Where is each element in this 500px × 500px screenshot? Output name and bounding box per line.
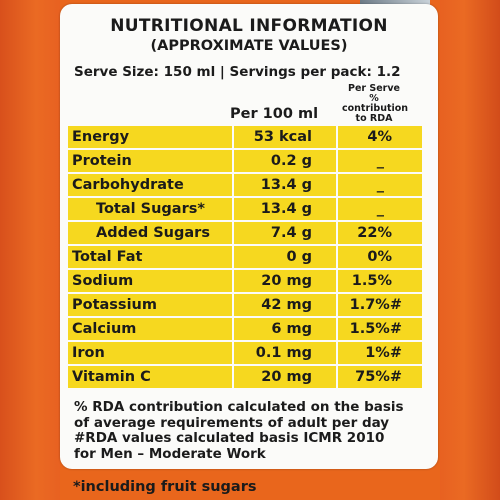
serve-size-line: Serve Size: 150 ml | Servings per pack: … xyxy=(74,64,401,80)
rda-footnote: % RDA contribution calculated on the bas… xyxy=(74,399,434,462)
cell-bg xyxy=(338,293,422,317)
cell-bg xyxy=(68,341,232,365)
row-potassium: Potassium 42 mg 1.7%# xyxy=(68,293,422,317)
panel-title: NUTRITIONAL INFORMATION xyxy=(110,16,388,36)
rda-value: _ xyxy=(376,152,384,169)
cell-bg xyxy=(68,149,232,173)
rda-value: 1.7%# xyxy=(349,296,402,313)
cell-bg xyxy=(234,317,336,341)
nutrient-name: Total Sugars* xyxy=(96,200,205,217)
nutrient-name: Energy xyxy=(72,129,130,145)
cell-bg xyxy=(68,365,232,389)
cell-bg xyxy=(234,197,336,221)
cell-bg xyxy=(68,197,232,221)
per100-value: 13.4 g xyxy=(260,200,312,217)
cell-bg xyxy=(234,341,336,365)
rda-value: 75%# xyxy=(355,368,402,385)
cell-bg xyxy=(68,245,232,269)
row-carbohydrate: Carbohydrate 13.4 g _ xyxy=(68,173,422,197)
cell-bg xyxy=(68,317,232,341)
per100-value: 13.4 g xyxy=(260,176,312,193)
cell-bg xyxy=(234,173,336,197)
nutrient-name: Added Sugars xyxy=(96,224,210,241)
row-calcium: Calcium 6 mg 1.5%# xyxy=(68,317,422,341)
per100-value: 7.4 g xyxy=(270,224,312,241)
note-line: of average requirements of adult per day xyxy=(74,414,390,431)
cell-bg xyxy=(338,197,422,221)
cell-bg xyxy=(338,341,422,365)
nutrient-name: Potassium xyxy=(72,296,157,313)
per100-value: 20 mg xyxy=(261,368,312,385)
per100-value: 6 mg xyxy=(271,320,312,337)
row-iron: Iron 0.1 mg 1%# xyxy=(68,341,422,365)
row-total-sugars: Total Sugars* 13.4 g _ xyxy=(68,197,422,221)
nutrient-name: Total Fat xyxy=(72,248,143,265)
rda-value: 1.5%# xyxy=(349,320,402,337)
row-total-fat: Total Fat 0 g 0% xyxy=(68,245,422,269)
cell-bg xyxy=(338,245,422,269)
note-line: % RDA contribution calculated on the bas… xyxy=(74,399,404,415)
cell-bg xyxy=(338,173,422,197)
per100-value: 42 mg xyxy=(261,296,312,313)
nutrient-name: Vitamin C xyxy=(72,368,151,385)
row-protein: Protein 0.2 g _ xyxy=(68,149,422,173)
cell-bg xyxy=(234,293,336,317)
rda-value: _ xyxy=(376,200,384,217)
nutrient-name: Calcium xyxy=(72,320,137,337)
nutrient-name: Carbohydrate xyxy=(72,176,184,193)
cell-bg xyxy=(68,173,232,197)
row-energy: Energy 53 kcal 4% xyxy=(68,126,422,149)
cell-bg xyxy=(234,149,336,173)
per100-value: 20 mg xyxy=(261,272,312,289)
rda-value: 4% xyxy=(367,129,392,145)
rda-value: 1%# xyxy=(365,344,402,361)
row-vitamin-c: Vitamin C 20 mg 75%# xyxy=(68,365,422,389)
cell-bg xyxy=(338,269,422,293)
nutrient-name: Sodium xyxy=(72,272,134,289)
row-sodium: Sodium 20 mg 1.5% xyxy=(68,269,422,293)
rda-header-text: Per Serve % contribution to RDA xyxy=(342,83,409,124)
panel-subtitle: (APPROXIMATE VALUES) xyxy=(150,38,348,54)
cell-bg xyxy=(234,126,336,149)
cell-bg xyxy=(68,126,232,149)
note-line: for Men – Moderate Work xyxy=(74,445,266,462)
cell-bg xyxy=(338,126,422,149)
cell-bg xyxy=(234,221,336,245)
nutrition-panel: NUTRITIONAL INFORMATION (APPROXIMATE VAL… xyxy=(60,4,438,469)
fruit-sugar-footnote: *including fruit sugars xyxy=(73,479,257,495)
rda-column-header: Per Serve % contribution to RDA xyxy=(342,83,409,124)
rda-value: 1.5% xyxy=(351,272,392,289)
nutrient-name: Protein xyxy=(72,152,132,169)
per100-value: 0.1 mg xyxy=(255,344,312,361)
cell-bg xyxy=(338,365,422,389)
rda-value: 0% xyxy=(367,248,392,265)
rda-value: _ xyxy=(376,176,384,193)
rda-value: 22% xyxy=(357,224,392,241)
note-line: #RDA values calculated basis ICMR 2010 xyxy=(74,430,385,446)
per100-value: 53 kcal xyxy=(253,129,312,145)
nutrient-name: Iron xyxy=(72,344,105,361)
nutrition-table: Energy 53 kcal 4% Protein 0.2 g _ Carboh… xyxy=(68,126,422,390)
package-orange-left xyxy=(0,0,60,500)
cell-bg xyxy=(68,221,232,245)
per100-value: 0 g xyxy=(286,248,312,265)
cell-bg xyxy=(234,365,336,389)
cell-bg xyxy=(338,221,422,245)
cell-bg xyxy=(68,269,232,293)
row-added-sugars: Added Sugars 7.4 g 22% xyxy=(68,221,422,245)
per100-column-header: Per 100 ml xyxy=(230,106,319,122)
cell-bg xyxy=(68,293,232,317)
cell-bg xyxy=(338,317,422,341)
cell-bg xyxy=(234,269,336,293)
package-orange-right xyxy=(440,0,500,500)
cell-bg xyxy=(338,149,422,173)
per100-value: 0.2 g xyxy=(270,152,312,169)
cell-bg xyxy=(234,245,336,269)
